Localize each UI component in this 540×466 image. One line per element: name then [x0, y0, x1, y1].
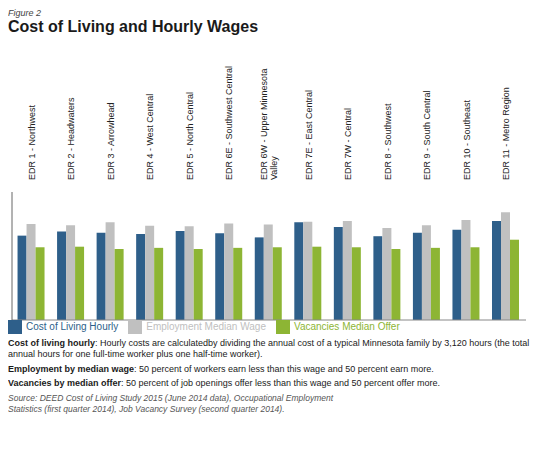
html-text:Employment by median wage: 50: Employment by median wage: 50 percent of…	[8, 363, 434, 374]
html-text:Cost of Living and Hourly Wage: Cost of Living and Hourly Wages	[8, 18, 259, 35]
svg-text:EDR 6E - Southwest Central: EDR 6E - Southwest Central	[224, 66, 234, 180]
html-text:Source: DEED Cost of Living St: Source: DEED Cost of Living Study 2015 (…	[8, 393, 334, 414]
svg-text:EDR 2 - Headwaters: EDR 2 - Headwaters	[66, 97, 76, 180]
svg-text:EDR 9 - South Central: EDR 9 - South Central	[422, 90, 432, 180]
svg-text:EDR 7E - East Central: EDR 7E - East Central	[304, 90, 314, 180]
svg-text:EDR 4 - West Central: EDR 4 - West Central	[145, 94, 155, 180]
svg-text:EDR 11 - Metro Region: EDR 11 - Metro Region	[501, 87, 511, 180]
svg-text:EDR 8 - Southwest: EDR 8 - Southwest	[383, 103, 393, 180]
svg-text:EDR 5 - North Central: EDR 5 - North Central	[185, 92, 195, 180]
svg-text:EDR 7W - Central: EDR 7W - Central	[343, 108, 353, 180]
html-text:Employment Median Wage: Employment Median Wage	[146, 320, 266, 332]
html-text:Vacancies by median offer: 50: Vacancies by median offer: 50 percent of…	[8, 377, 440, 388]
html-text:Cost of Living Hourly: Cost of Living Hourly	[26, 320, 119, 332]
svg-text:EDR 6W - Upper MinnesotaValley: EDR 6W - Upper MinnesotaValley	[259, 68, 279, 180]
html-text:Cost of living hourly: Hourly: Cost of living hourly: Hourly costs are …	[8, 338, 530, 360]
html-text:Vacancies Median Offer: Vacancies Median Offer	[294, 320, 400, 332]
svg-text:EDR 3 - Arrowhead: EDR 3 - Arrowhead	[106, 102, 116, 180]
html-text:Figure 2: Figure 2	[8, 8, 41, 18]
svg-text:EDR 1 - Northwest: EDR 1 - Northwest	[27, 104, 37, 180]
svg-text:EDR 10 - Southeast: EDR 10 - Southeast	[462, 99, 472, 180]
